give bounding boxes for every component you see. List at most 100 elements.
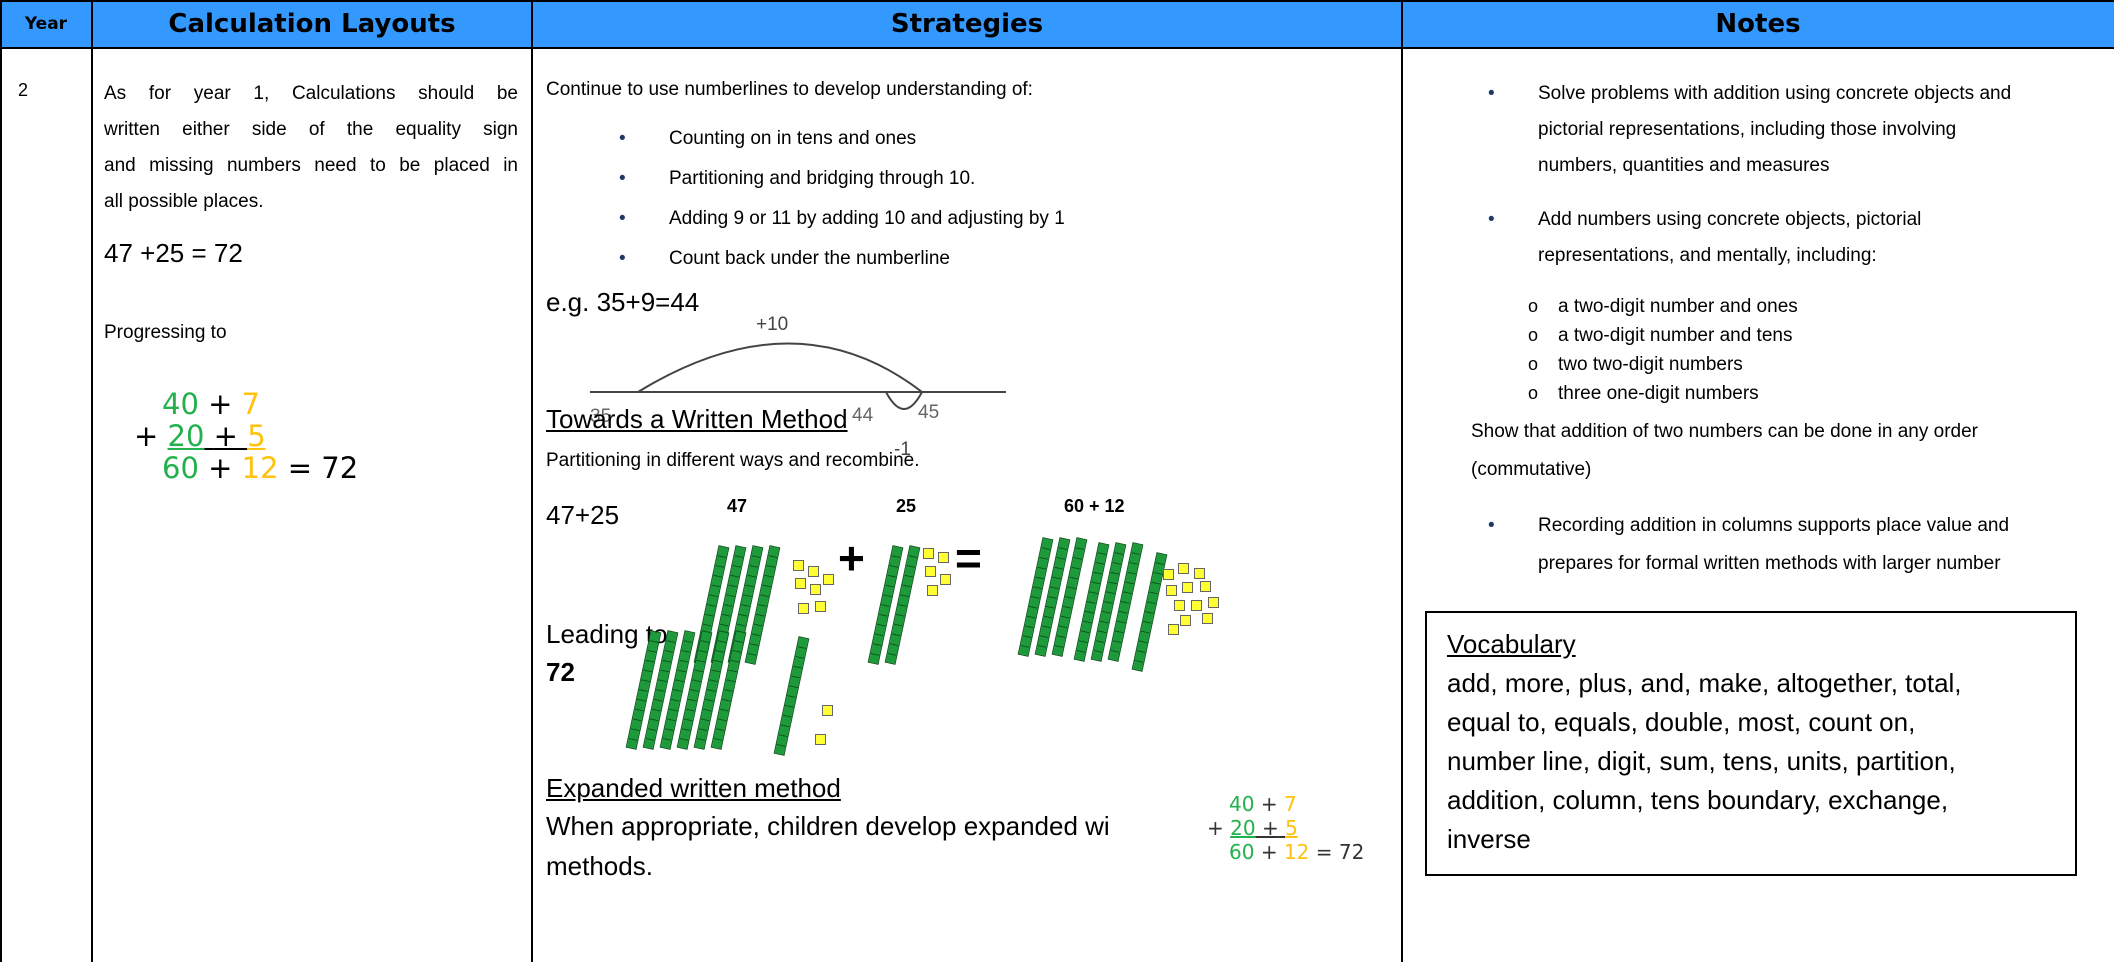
strategies-bullet: Counting on in tens and ones (669, 119, 1065, 159)
ones-value: 5 (247, 419, 266, 453)
vocabulary-line: equal to, equals, double, most, count on… (1447, 707, 1916, 737)
notes-bullet-3: Recording addition in columns supports p… (1538, 507, 2009, 583)
progressing-to-label: Progressing to (104, 322, 227, 343)
label-minus-one: -1 (894, 439, 911, 460)
vocabulary-title: Vocabulary (1447, 629, 1576, 659)
layouts-line-3: and missing numbers need to be placed in (104, 155, 518, 176)
one-cube (815, 734, 826, 745)
example-equation: e.g. 35+9=44 (546, 287, 700, 317)
notes-bullet-1: Solve problems with addition using concr… (1538, 76, 2011, 184)
one-cube (808, 566, 819, 577)
notes-sub-item: two two-digit numbers (1558, 350, 1798, 379)
plus-sign: + (208, 451, 233, 485)
one-cube (1174, 600, 1185, 611)
plus-operator: + (838, 532, 865, 584)
one-cube (1208, 597, 1219, 608)
column-border-1 (0, 0, 2, 962)
notes-sub-item: a two-digit number and tens (1558, 321, 1798, 350)
equals-operator: = (955, 532, 982, 584)
notes-bullet-2: Add numbers using concrete objects, pict… (1538, 202, 1921, 274)
layouts-line-2: written either side of the equality sign (104, 119, 518, 140)
one-cube (1168, 624, 1179, 635)
jump-plus-ten-arc (637, 342, 923, 393)
strategies-bullet: Partitioning and bridging through 10. (669, 159, 1065, 199)
table-top-border (0, 0, 2114, 2)
year-value: 2 (18, 80, 29, 100)
one-cube (793, 560, 804, 571)
layouts-line-1: As for year 1, Calculations should be (104, 83, 518, 104)
one-cube (815, 601, 826, 612)
notes-bullet-line: Solve problems with addition using concr… (1538, 76, 2011, 112)
one-cube (1200, 581, 1211, 592)
one-cube (923, 548, 934, 559)
header-bottom-border (0, 47, 2114, 49)
notes-sub-list: a two-digit number and ones a two-digit … (1558, 292, 1798, 408)
one-cube (810, 584, 821, 595)
plus-sign: + (208, 387, 233, 421)
label-25: 25 (896, 496, 917, 516)
equals-result: = 72 (1315, 840, 1365, 864)
towards-written-method-heading: Towards a Written Method (546, 404, 848, 434)
tens-value: 40 (162, 387, 199, 421)
layouts-line-4: all possible places. (104, 191, 264, 212)
one-cube (823, 574, 834, 585)
tens-value: 20 (167, 419, 205, 453)
strategies-bullet-list: Counting on in tens and ones Partitionin… (669, 119, 1065, 279)
plus-sign: + (1207, 816, 1224, 840)
strategies-bullet: Adding 9 or 11 by adding 10 and adjustin… (669, 199, 1065, 239)
tens-value: 40 (1229, 792, 1255, 816)
one-cube (795, 578, 806, 589)
partitioning-text: Partitioning in different ways and recom… (546, 450, 920, 471)
one-cube (927, 585, 938, 596)
expanded-text-line-2: methods. (546, 851, 653, 881)
ones-value: 7 (1283, 792, 1297, 816)
ones-value: 5 (1285, 816, 1298, 840)
one-cube (925, 566, 936, 577)
equals-result: = 72 (287, 451, 359, 485)
one-cube (1182, 582, 1193, 593)
one-cube (938, 552, 949, 563)
header-year: Year (0, 0, 92, 48)
one-cube (798, 603, 809, 614)
expanded-method-heading: Expanded written method (546, 773, 841, 803)
notes-bullet-line: prepares for formal written methods with… (1538, 553, 2001, 574)
plus-sign: + (213, 419, 238, 453)
notes-sub-item: a two-digit number and ones (1558, 292, 1798, 321)
numberline-diagram: +10 35 44 45 -1 (590, 314, 1006, 460)
notes-bullet-line: representations, and mentally, including… (1538, 245, 1877, 266)
header-calculation-layouts: Calculation Layouts (92, 0, 532, 48)
vocabulary-line: addition, column, tens boundary, exchang… (1447, 785, 1949, 815)
tens-value: 60 (1229, 840, 1255, 864)
label-47: 47 (727, 496, 748, 516)
column-border-3 (531, 0, 533, 962)
layouts-equation: 47 +25 = 72 (104, 238, 243, 268)
one-cube (1166, 585, 1177, 596)
vocabulary-line: add, more, plus, and, make, altogether, … (1447, 668, 1962, 698)
tens-value: 60 (162, 451, 199, 485)
plus-sign: + (1260, 792, 1278, 816)
partition-sum: 47+25 (546, 500, 620, 530)
notes-bullet-line: numbers, quantities and measures (1538, 155, 1830, 176)
notes-commutative-line: Show that addition of two numbers can be… (1471, 421, 1978, 442)
notes-commutative-line: (commutative) (1471, 459, 1592, 480)
header-strategies: Strategies (532, 0, 1402, 48)
one-cube (1163, 569, 1174, 580)
plus-sign: + (1260, 840, 1278, 864)
vocabulary-line: number line, digit, sum, tens, units, pa… (1447, 746, 1956, 776)
ten-rod (773, 636, 810, 756)
ones-value: 7 (241, 387, 261, 421)
plus-sign: + (1261, 816, 1279, 840)
notes-bullet-line: pictorial representations, including tho… (1538, 119, 1957, 140)
label-45: 45 (918, 402, 939, 423)
one-cube (1180, 615, 1191, 626)
column-border-2 (91, 0, 93, 962)
notes-bullet-line: Recording addition in columns supports p… (1538, 507, 2009, 545)
strategies-intro: Continue to use numberlines to develop u… (546, 79, 1033, 100)
label-60-plus-12: 60 + 12 (1064, 496, 1125, 516)
vocabulary-box: Vocabulary add, more, plus, and, make, a… (1425, 611, 2077, 876)
one-cube (940, 574, 951, 585)
tens-value: 20 (1230, 816, 1256, 840)
one-cube (1194, 568, 1205, 579)
one-cube (1178, 563, 1189, 574)
